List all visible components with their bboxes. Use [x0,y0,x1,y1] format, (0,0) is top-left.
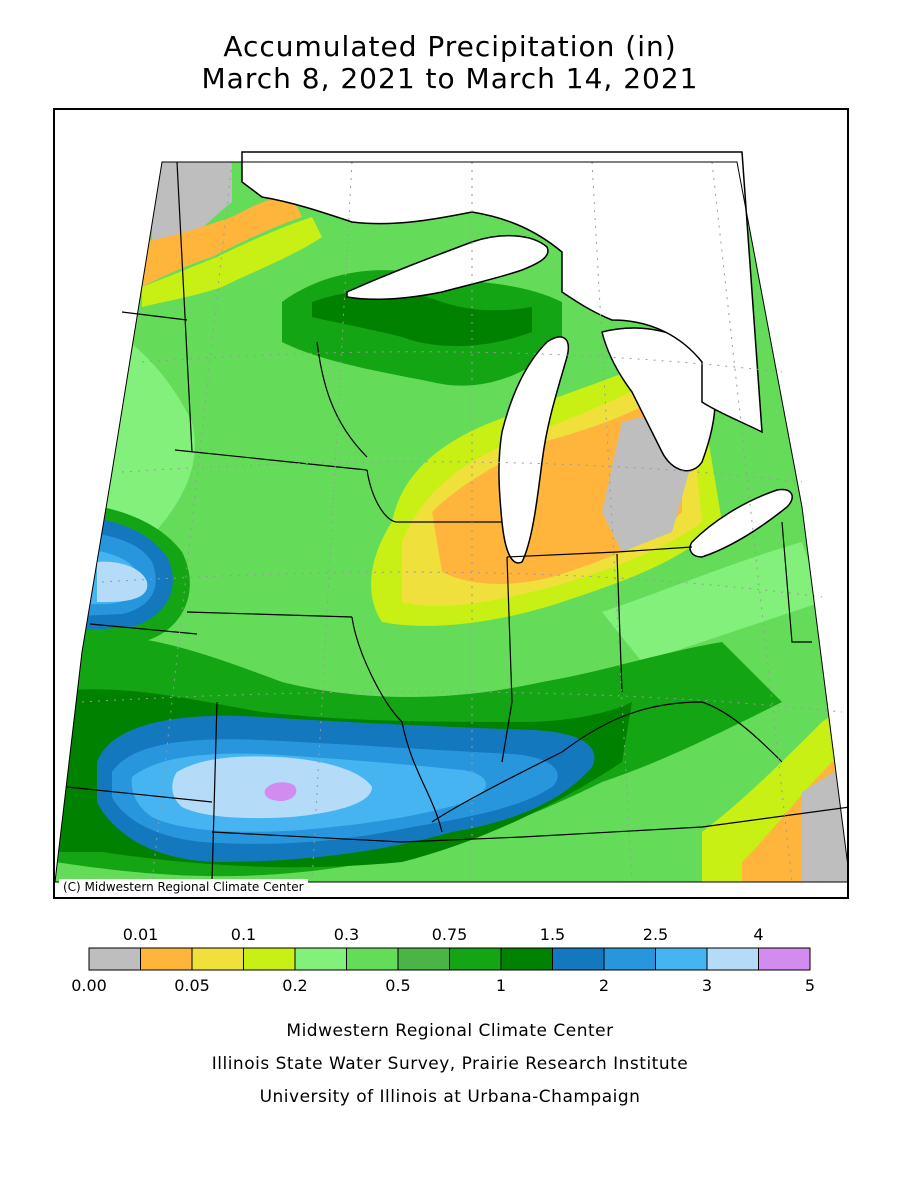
legend-swatch [243,947,296,971]
legend-swatch [140,947,193,971]
river-mississippi [351,616,443,833]
legend-swatch [294,947,347,971]
border-pa-oh [781,521,812,643]
gray-nw [152,162,232,252]
legend-swatch [449,947,502,971]
legend-swatch [191,947,244,971]
legend-swatch [346,947,399,971]
border-mn-wi [316,341,368,458]
map-canvas [55,151,847,883]
legend-bottom-label: 0.05 [174,976,210,995]
legend-swatch [500,947,553,971]
legend-swatch [655,947,708,971]
purple-max [264,782,297,801]
credit-line-3: University of Illinois at Urbana-Champai… [259,1087,641,1107]
lightgreen-oh [602,542,822,662]
border-mn-nd [176,161,193,453]
legend-bottom-label: 1 [496,976,506,995]
border-il-in [501,556,513,763]
border-in-oh [616,553,623,693]
legend-swatch [552,947,605,971]
legend-bottom-label: 5 [805,976,815,995]
border-southern [211,806,847,843]
lake-superior [346,234,549,301]
legend-top-label: 0.3 [334,925,359,944]
map-title: Accumulated Precipitation (in) [223,30,677,63]
darkgreen-north [312,290,532,347]
yellowgreen-nw [142,217,322,307]
lat-lon-grid [81,161,843,883]
border-ks-mo [211,701,218,883]
legend-bottom-label: 0.2 [282,976,307,995]
border-wi-il [366,469,502,523]
legend-swatch [88,947,141,971]
legend-top-label: 0.75 [432,925,468,944]
legend-top-label: 4 [753,925,763,944]
river-ohio [431,701,783,823]
legend-top-label: 0.1 [231,925,256,944]
canada-land [241,151,763,434]
border-nd-sd [121,311,188,321]
color-legend: 0.01 0.1 0.3 0.75 1.5 2.5 4 0.00 0.05 0.2 0.5 1 2 3 5 [0,915,900,1005]
legend-svg: 0.01 0.1 0.3 0.75 1.5 2.5 4 0.00 0.05 0.2 0.5 1 2 3 5 [71,925,815,995]
border-ia-mo [186,611,353,618]
border-ks-ok [66,786,213,803]
state-borders [66,161,847,883]
blue-west-palest [97,561,148,602]
credit-line-2: Illinois State Water Survey, Prairie Res… [211,1054,689,1074]
credit-line-1: Midwestern Regional Climate Center [286,1021,614,1041]
legend-top-label: 2.5 [643,925,668,944]
legend-top-label: 0.01 [123,925,159,944]
border-in-mi [506,546,693,558]
legend-bottom-label: 0.00 [71,976,107,995]
legend-swatch [706,947,759,971]
map-date-range: March 8, 2021 to March 14, 2021 [201,62,699,95]
copyright-label: (C) Midwestern Regional Climate Center [59,879,308,895]
precipitation-map: (C) Midwestern Regional Climate Center [53,108,849,899]
lake-erie [689,488,793,558]
legend-top-label: 1.5 [540,925,565,944]
legend-swatch [397,947,450,971]
great-lakes [241,151,793,564]
legend-bottom-label: 3 [702,976,712,995]
border-ne-ks [89,623,198,635]
legend-swatch [603,947,656,971]
legend-bottom-label: 0.5 [385,976,410,995]
domain-outline [55,161,847,883]
legend-bottom-label: 2 [599,976,609,995]
legend-swatch [758,947,811,971]
